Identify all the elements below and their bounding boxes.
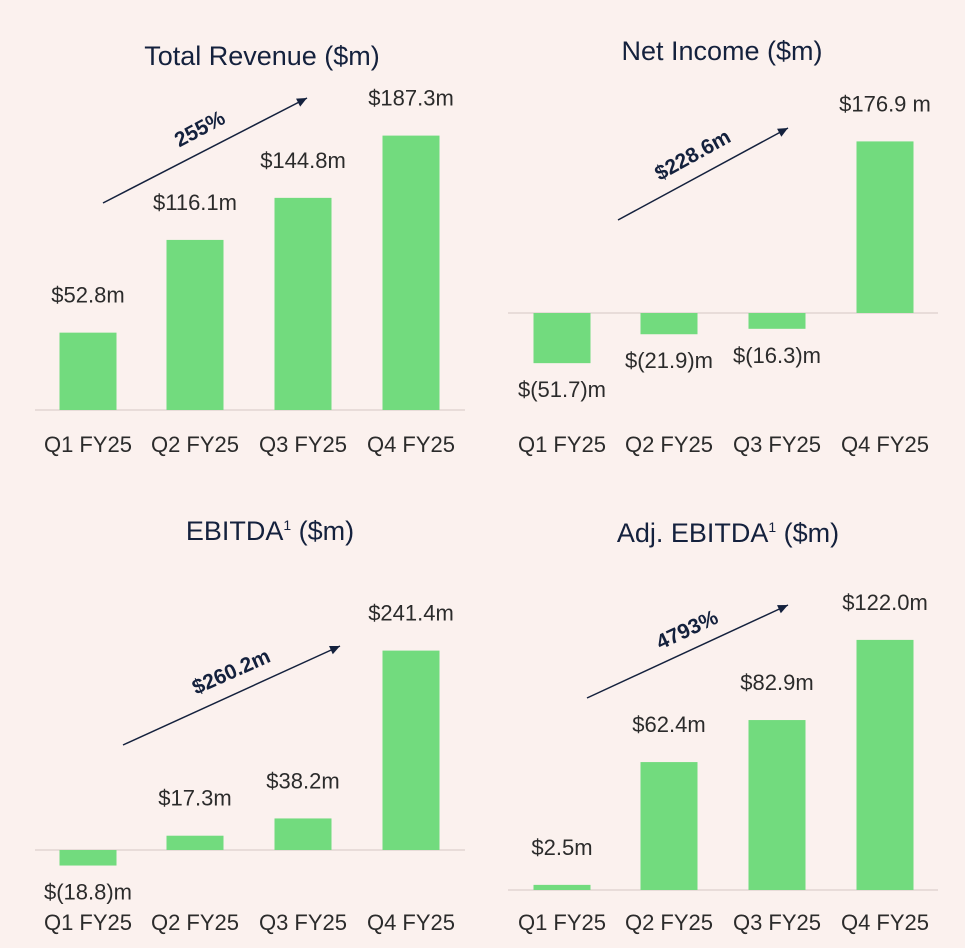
bar-total-revenue-2	[166, 239, 224, 410]
bar-ebitda-1	[59, 850, 117, 866]
arrow-head-icon	[777, 128, 788, 137]
bar-net-income-1	[533, 313, 591, 364]
x-tick-label: Q4 FY25	[367, 432, 455, 457]
value-label: $176.9 m	[839, 91, 931, 116]
bar-adj-ebitda-1	[533, 884, 591, 890]
bar-ebitda-3	[274, 818, 332, 850]
bar-adj-ebitda-4	[856, 639, 914, 890]
value-label: $38.2m	[266, 768, 339, 793]
x-tick-label: Q4 FY25	[841, 432, 929, 457]
x-tick-label: Q2 FY25	[151, 910, 239, 935]
x-tick-label: Q3 FY25	[733, 432, 821, 457]
bar-total-revenue-4	[382, 135, 440, 410]
value-label: $82.9m	[740, 670, 813, 695]
bar-net-income-4	[856, 141, 914, 313]
x-tick-label: Q1 FY25	[518, 910, 606, 935]
value-label: $(16.3)m	[733, 343, 821, 368]
value-label: $116.1m	[153, 190, 237, 215]
arrow-head-icon	[777, 605, 788, 614]
value-label: $187.3m	[368, 86, 454, 111]
bar-net-income-2	[640, 313, 698, 335]
chart-title: Adj. EBITDA1 ($m)	[617, 518, 839, 548]
value-label: $144.8m	[260, 148, 346, 173]
value-label: $241.4m	[368, 601, 454, 626]
x-tick-label: Q2 FY25	[151, 432, 239, 457]
bar-ebitda-2	[166, 835, 224, 850]
growth-arrow-line	[586, 604, 789, 699]
bar-total-revenue-3	[274, 197, 332, 410]
x-tick-label: Q1 FY25	[44, 910, 132, 935]
value-label: $52.8m	[51, 283, 124, 308]
x-tick-label: Q1 FY25	[518, 432, 606, 457]
arrow-head-icon	[329, 646, 340, 655]
growth-annotation: 4793%	[653, 606, 722, 655]
x-tick-label: Q2 FY25	[625, 432, 713, 457]
chart-title: Total Revenue ($m)	[144, 41, 380, 71]
bar-ebitda-4	[382, 650, 440, 850]
bar-total-revenue-1	[59, 332, 117, 410]
growth-arrow-line	[617, 127, 789, 221]
x-tick-label: Q4 FY25	[367, 910, 455, 935]
x-tick-label: Q4 FY25	[841, 910, 929, 935]
x-tick-label: Q1 FY25	[44, 432, 132, 457]
value-label: $2.5m	[531, 835, 592, 860]
bar-adj-ebitda-2	[640, 762, 698, 890]
value-label: $(18.8)m	[44, 880, 132, 905]
bar-net-income-3	[748, 313, 806, 329]
chart-title: Net Income ($m)	[621, 36, 822, 66]
growth-arrow-line	[102, 97, 308, 204]
value-label: $17.3m	[158, 786, 231, 811]
growth-arrow-line	[122, 645, 341, 746]
value-label: $122.0m	[842, 590, 928, 615]
value-label: $62.4m	[632, 712, 705, 737]
chart-title: EBITDA1 ($m)	[186, 516, 354, 546]
x-tick-label: Q3 FY25	[259, 910, 347, 935]
x-tick-label: Q3 FY25	[259, 432, 347, 457]
arrow-head-icon	[296, 98, 307, 107]
value-label: $(51.7)m	[518, 377, 606, 402]
value-label: $(21.9)m	[625, 348, 713, 373]
x-tick-label: Q3 FY25	[733, 910, 821, 935]
bar-adj-ebitda-3	[748, 720, 806, 890]
x-tick-label: Q2 FY25	[625, 910, 713, 935]
